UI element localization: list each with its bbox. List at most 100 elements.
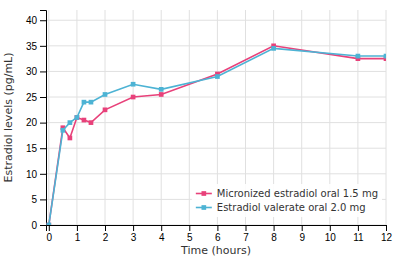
point [159,92,164,97]
tick-label: 6 [215,232,221,243]
tick-mark [40,20,46,21]
grid-line [133,10,134,225]
x-axis-title: Time (hours) [180,244,251,257]
point [75,115,80,120]
tick: 11 [353,225,364,243]
tick-label: 7 [243,232,249,243]
legend-label: Micronized estradiol oral 1.5 mg [217,188,378,199]
tick-mark [40,71,46,72]
tick-label: 35 [26,41,38,52]
tick: 1 [75,225,81,243]
point [68,136,73,141]
series-line [49,46,386,225]
plot: 01234567891011120510152025303540Microniz… [26,10,393,243]
tick: 10 [26,169,46,180]
y-axis-title: Estradiol levels (pg/mL) [2,52,15,182]
tick: 12 [381,225,393,243]
marks [46,43,386,225]
grid-line [46,148,386,149]
tick-mark [246,225,247,231]
tick-mark [49,225,50,231]
point [75,115,80,120]
x-axis: 0123456789101112 [47,225,393,243]
axis-line [40,11,47,226]
tick: 40 [26,15,46,26]
tick-mark [40,199,46,200]
point [46,223,51,225]
tick: 0 [31,220,46,231]
tick: 10 [325,225,337,243]
grid-line [46,173,386,174]
tick-mark [105,225,106,231]
tick-label: 5 [187,232,193,243]
tick-label: 25 [26,92,38,103]
axis-line [47,226,387,232]
legend: Micronized estradiol oral 1.5 mg Estradio… [192,184,382,217]
tick-mark [40,225,46,226]
tick-label: 40 [26,15,38,26]
tick: 25 [26,92,46,103]
tick: 0 [47,225,53,243]
tick-label: 3 [131,232,137,243]
tick: 15 [26,143,46,154]
point [46,223,51,225]
point [384,54,386,59]
tick-mark [40,97,46,98]
tick-label: 9 [299,232,305,243]
point [82,100,87,105]
tick: 5 [31,194,46,205]
point [89,120,94,125]
tick-mark [40,123,46,124]
point [159,87,164,92]
tick-label: 15 [26,143,38,154]
point [103,92,108,97]
tick-label: 12 [381,232,393,243]
tick: 3 [131,225,137,243]
tick-mark [133,225,134,231]
tick-label: 10 [26,169,38,180]
tick-label: 10 [325,232,337,243]
tick-mark [274,225,275,231]
grid-line [161,10,162,225]
tick: 30 [26,66,46,77]
grid-line [46,45,386,46]
tick-label: 1 [75,232,81,243]
tick-label: 8 [271,232,277,243]
grid-line [105,10,106,225]
point [131,95,136,100]
legend-marker [201,205,206,210]
grid-line [46,20,386,21]
legend-item: Micronized estradiol oral 1.5 mg [196,188,378,199]
tick: 9 [299,225,305,243]
point [131,82,136,87]
tick-mark [358,225,359,231]
tick-label: 11 [353,232,364,243]
tick: 8 [271,225,277,243]
point [103,107,108,112]
point [215,74,220,79]
tick-mark [217,225,218,231]
tick-label: 2 [103,232,109,243]
tick-label: 0 [31,220,37,231]
point [271,46,276,51]
grid-line [48,10,49,225]
point [68,120,73,125]
tick: 35 [26,41,46,52]
grid-line [189,10,190,225]
tick-mark [40,174,46,175]
tick-mark [330,225,331,231]
legend-label: Estradiol valerate oral 2.0 mg [217,202,366,213]
tick: 5 [187,225,193,243]
grid-line [386,10,387,225]
tick-label: 30 [26,66,38,77]
grid [46,10,386,225]
tick-mark [161,225,162,231]
legend-background [192,184,382,217]
y-axis: 0 5 10 15 20 25 30 35 40 [26,11,47,231]
chart: 01234567891011120510152025303540Microniz… [0,0,400,259]
point [61,128,66,133]
tick-label: 20 [26,117,38,128]
series-line [49,48,386,225]
point [356,54,361,59]
point [82,118,87,123]
